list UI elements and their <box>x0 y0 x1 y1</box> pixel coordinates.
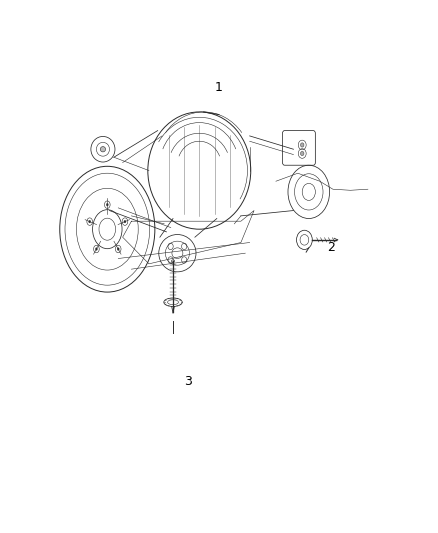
Circle shape <box>300 143 304 147</box>
Ellipse shape <box>95 248 97 251</box>
Ellipse shape <box>124 220 126 223</box>
Text: 1: 1 <box>215 82 223 94</box>
Ellipse shape <box>100 147 106 152</box>
Ellipse shape <box>117 248 119 251</box>
Ellipse shape <box>106 203 108 206</box>
Text: 2: 2 <box>327 241 335 254</box>
Ellipse shape <box>88 220 91 223</box>
Text: 3: 3 <box>184 375 192 387</box>
Circle shape <box>300 151 304 156</box>
